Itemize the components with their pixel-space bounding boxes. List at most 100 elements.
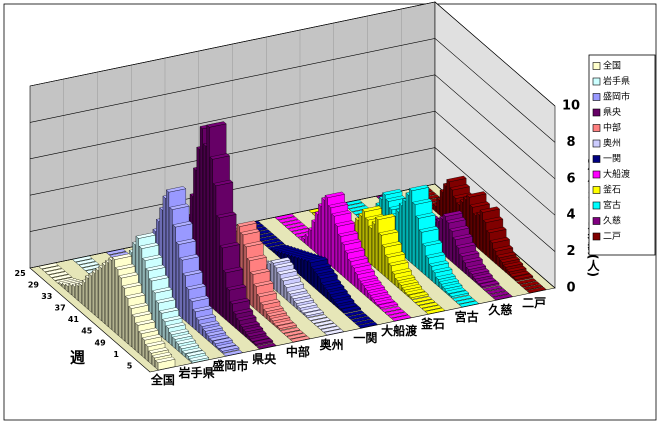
bar-side <box>422 243 426 276</box>
bar-top <box>465 263 487 270</box>
bar-top <box>435 273 456 280</box>
bar-top <box>482 285 503 292</box>
bar-side <box>479 209 483 253</box>
bar-side <box>209 156 213 309</box>
bar <box>421 305 442 312</box>
bar-side <box>179 257 183 319</box>
bar <box>310 317 331 324</box>
bar <box>320 326 341 333</box>
bar-side <box>483 219 487 256</box>
bar-side <box>101 262 105 325</box>
bar-side <box>375 217 379 271</box>
legend-label: 宮古 <box>603 199 621 211</box>
bar-top <box>378 301 399 308</box>
bar-top <box>375 213 396 220</box>
bar-top <box>338 230 359 237</box>
bar <box>452 295 473 302</box>
bar-top <box>121 282 142 289</box>
bar <box>222 349 243 357</box>
legend-label: 奥州 <box>603 137 621 149</box>
bar-top <box>240 228 261 236</box>
bar-side <box>415 215 419 270</box>
bar-top <box>131 311 152 318</box>
bar <box>286 333 307 340</box>
bar-side <box>81 280 85 307</box>
bar-top <box>415 299 436 306</box>
bar-side <box>419 229 423 273</box>
legend-swatch <box>592 124 601 132</box>
bar-top <box>178 342 200 349</box>
bar-top <box>493 245 514 252</box>
bar-side <box>162 318 166 341</box>
legend-label: 二戸 <box>603 231 621 242</box>
bar-top <box>142 254 163 261</box>
legend-label: 中部 <box>603 122 621 134</box>
bar-top <box>233 308 254 315</box>
bar-side <box>314 211 318 255</box>
bar-top <box>185 350 206 357</box>
bar-top <box>310 317 331 324</box>
bar-top <box>243 240 264 248</box>
bar-side <box>381 244 385 277</box>
bar <box>347 313 368 320</box>
legend-swatch <box>592 62 601 70</box>
bar-top <box>229 298 250 305</box>
bar-top <box>323 328 345 336</box>
bar-top <box>452 233 473 240</box>
bar-side <box>145 344 149 362</box>
bar-top <box>300 306 321 314</box>
bar-top <box>330 293 352 300</box>
bar-top <box>519 281 540 288</box>
bar-top <box>483 216 504 223</box>
bar-top <box>496 251 517 259</box>
bar-top <box>145 340 166 347</box>
bar-side <box>405 192 409 262</box>
bar-side <box>311 219 315 252</box>
bar <box>408 291 429 300</box>
week-tick-label: 33 <box>41 292 52 301</box>
bar-top <box>340 305 362 312</box>
bar-top <box>492 293 513 301</box>
bar-side <box>344 250 348 281</box>
bar-top <box>189 295 210 302</box>
bar-top <box>41 265 62 272</box>
bar-top <box>347 313 368 320</box>
bar-top <box>486 226 507 233</box>
bar-top <box>152 287 173 294</box>
bar-side <box>138 331 142 356</box>
bar-side <box>338 233 342 276</box>
y-tick-label: 0 <box>566 281 575 296</box>
bar-side <box>223 270 227 321</box>
bar-side <box>304 259 308 283</box>
bar-top <box>287 288 308 295</box>
bar-top <box>411 296 432 303</box>
bar <box>303 309 325 318</box>
bar-top <box>391 268 412 275</box>
bar-top <box>182 347 203 354</box>
bar-top <box>155 356 176 363</box>
bar-top <box>111 253 132 260</box>
bar-top <box>449 225 470 232</box>
bar-top <box>317 323 338 330</box>
bar-side <box>108 257 112 330</box>
bar-top <box>135 319 156 326</box>
bar-top <box>209 153 230 160</box>
bar <box>283 330 304 337</box>
bar-side <box>476 212 480 250</box>
bar-top <box>320 279 342 286</box>
bar-top <box>446 175 467 182</box>
bar <box>78 261 100 268</box>
bar <box>489 291 510 298</box>
bar-top <box>172 333 193 340</box>
bar-top <box>418 302 439 309</box>
bar-side <box>334 223 338 273</box>
bar-top <box>263 305 284 312</box>
bar-side <box>297 256 301 277</box>
bar-top <box>219 345 240 352</box>
bar-top <box>280 327 301 334</box>
bar <box>307 314 328 321</box>
bar-top <box>314 268 335 275</box>
bar-top <box>422 240 443 247</box>
bar-top <box>469 201 490 208</box>
bar <box>485 288 507 295</box>
